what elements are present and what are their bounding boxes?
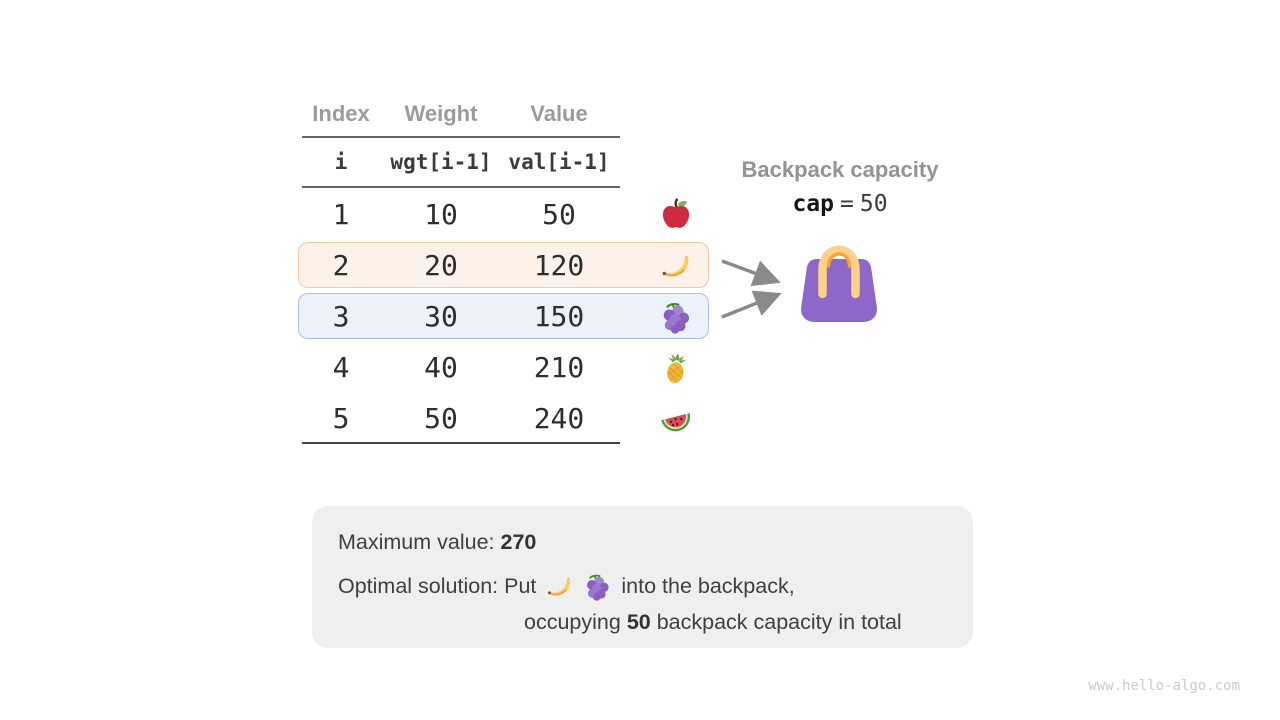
cell-index: 2 [332, 249, 350, 282]
cell-value: 240 [533, 402, 585, 435]
code-header-i: i [334, 150, 348, 174]
handbag-icon [801, 245, 877, 322]
arrow-grapes-to-bag [721, 290, 782, 319]
cell-weight: 20 [424, 249, 458, 282]
cell-weight: 30 [424, 300, 458, 333]
cap-operator: = [839, 191, 854, 217]
optimal-solution-line: Optimal solution: Put into the backpack, [338, 572, 795, 601]
cell-index: 3 [332, 300, 350, 333]
table-divider [302, 186, 620, 188]
optimal-solution-suffix: into the backpack, [621, 574, 795, 598]
table-row-selected-grapes: 3 30 150 [298, 291, 732, 342]
solution-summary-box: Maximum value: 270 Optimal solution: Put… [312, 506, 973, 648]
apple-icon [659, 198, 693, 232]
cell-weight: 10 [424, 198, 458, 231]
backpack-capacity-title: Backpack capacity [741, 157, 939, 182]
table-row: 5 50 240 [298, 393, 732, 444]
backpack-capacity-formula: cap = 50 [714, 191, 966, 217]
cell-index: 1 [332, 198, 350, 231]
header-value: Value [530, 101, 588, 126]
cell-value: 210 [533, 351, 585, 384]
pineapple-icon [659, 351, 693, 385]
capacity-usage-pre: occupying [524, 610, 621, 634]
cap-value: 50 [859, 191, 888, 217]
max-value-line: Maximum value: 270 [338, 530, 536, 555]
cell-value: 120 [533, 249, 585, 282]
cell-value: 150 [533, 300, 585, 333]
grapes-icon [583, 572, 612, 601]
watermelon-icon [659, 402, 693, 436]
capacity-usage-post: backpack capacity in total [656, 610, 902, 634]
cap-keyword: cap [792, 191, 834, 217]
max-value-label: Maximum value: [338, 530, 495, 554]
code-header-wgt: wgt[i-1] [390, 150, 492, 174]
grapes-icon [659, 300, 693, 334]
capacity-usage-number: 50 [626, 610, 651, 634]
site-watermark: www.hello-algo.com [1088, 678, 1240, 694]
cell-weight: 50 [424, 402, 458, 435]
optimal-solution-prefix: Optimal solution: Put [338, 574, 537, 598]
table-row: 1 10 50 [298, 189, 732, 240]
banana-icon [659, 249, 693, 283]
table-code-header-row: i wgt[i-1] val[i-1] [298, 138, 732, 186]
header-index: Index [312, 101, 370, 126]
arrow-banana-to-bag [721, 259, 781, 287]
table-row: 4 40 210 [298, 342, 732, 393]
max-value-number: 270 [500, 530, 537, 554]
header-weight: Weight [404, 101, 478, 126]
cell-index: 5 [332, 402, 350, 435]
capacity-usage-line: occupying 50 backpack capacity in total [524, 610, 902, 635]
cell-index: 4 [332, 351, 350, 384]
table-body: 1 10 50 2 20 120 3 30 150 4 40 210 [298, 189, 732, 444]
banana-icon [545, 572, 574, 601]
selection-arrows [721, 259, 782, 319]
table-bottom-divider [302, 442, 620, 444]
table-row-selected-banana: 2 20 120 [298, 240, 732, 291]
table-divider [302, 136, 620, 138]
table-display-header-row: Index Weight Value [298, 92, 732, 136]
cell-value: 50 [542, 198, 576, 231]
code-header-val: val[i-1] [508, 150, 610, 174]
cell-weight: 40 [424, 351, 458, 384]
